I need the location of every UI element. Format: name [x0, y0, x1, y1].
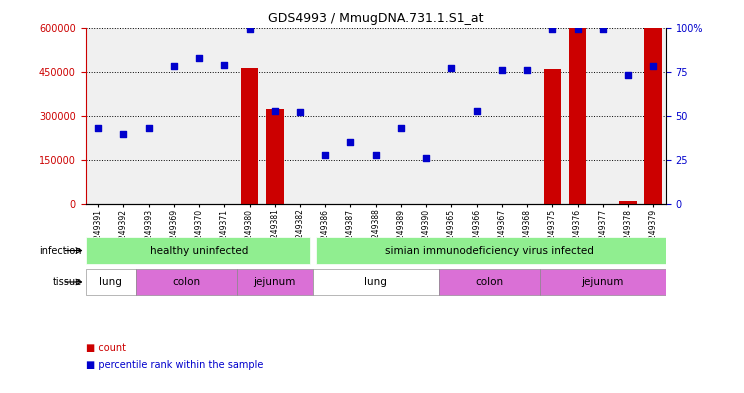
Bar [237, 269, 312, 295]
Point [219, 61, 231, 68]
Bar [136, 269, 237, 295]
Text: lung: lung [365, 277, 387, 287]
Point [622, 72, 634, 78]
Bar [266, 108, 283, 204]
Point [118, 130, 129, 137]
Bar [644, 28, 662, 204]
Point [546, 26, 558, 32]
Point [496, 67, 508, 73]
Point [571, 26, 583, 32]
Text: ■ percentile rank within the sample: ■ percentile rank within the sample [86, 360, 263, 371]
Text: infection: infection [39, 246, 82, 255]
Point [420, 155, 432, 162]
Text: colon: colon [173, 277, 201, 287]
Title: GDS4993 / MmugDNA.731.1.S1_at: GDS4993 / MmugDNA.731.1.S1_at [268, 12, 484, 25]
Point [395, 125, 407, 131]
Bar [315, 237, 666, 264]
Text: lung: lung [100, 277, 122, 287]
Text: tissue: tissue [53, 277, 82, 287]
Point [243, 26, 255, 32]
Point [92, 125, 104, 131]
Text: jejunum: jejunum [582, 277, 624, 287]
Text: healthy uninfected: healthy uninfected [150, 246, 248, 255]
Bar [568, 28, 586, 204]
Point [319, 152, 331, 158]
Bar [241, 68, 258, 204]
Bar [619, 201, 637, 204]
Point [471, 107, 483, 114]
Point [294, 109, 306, 116]
Bar [86, 269, 136, 295]
Point [370, 152, 382, 158]
Point [168, 63, 180, 70]
Point [344, 139, 356, 145]
Point [597, 26, 609, 32]
Text: simian immunodeficiency virus infected: simian immunodeficiency virus infected [385, 246, 594, 255]
Point [446, 65, 458, 71]
Bar [439, 269, 539, 295]
Point [269, 107, 280, 114]
Bar [539, 269, 666, 295]
Text: ■ count: ■ count [86, 343, 126, 353]
Text: colon: colon [475, 277, 504, 287]
Point [521, 67, 533, 73]
Point [647, 63, 659, 70]
Point [193, 54, 205, 61]
Point [143, 125, 155, 131]
Bar [544, 69, 561, 204]
Text: jejunum: jejunum [254, 277, 296, 287]
Bar [312, 269, 439, 295]
Bar [86, 237, 310, 264]
